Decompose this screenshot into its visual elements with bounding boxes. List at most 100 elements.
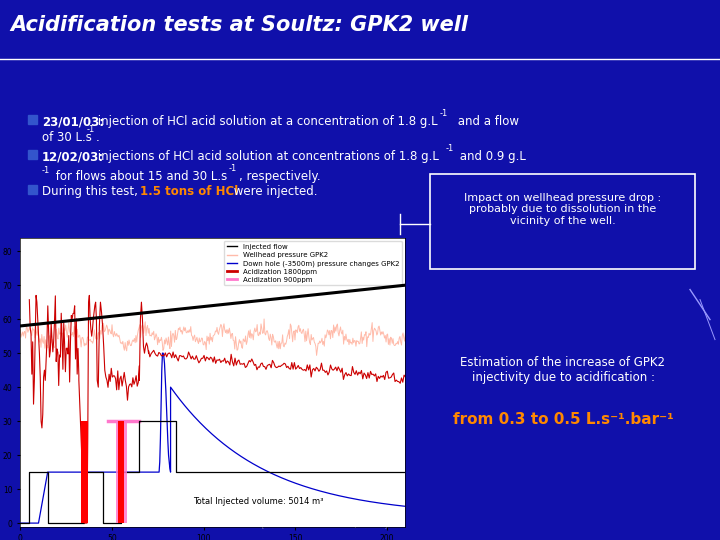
Text: 23/01/03:: 23/01/03: (42, 115, 104, 128)
Text: of 30 L.s: of 30 L.s (42, 131, 92, 144)
Injected flow (99, 469, 107, 475)
Text: and a flow: and a flow (454, 115, 519, 128)
Text: 1.5 tons of HCl: 1.5 tons of HCl (140, 185, 238, 198)
Acidization 900ppm (131, 418, 140, 424)
Acidization 900ppm (127, 418, 135, 424)
Bar (81, 421, 88, 523)
Bar (28, 185, 37, 194)
Down hole (-3500m) pressure changes GPK2 (388, 502, 397, 508)
Injected flow (117, 469, 125, 475)
Wellhead pressure GPK2 (333, 321, 342, 327)
Text: -1: -1 (87, 125, 95, 134)
Text: -1: -1 (42, 166, 50, 176)
Down hole (-3500m) pressure changes GPK2 (354, 496, 362, 503)
Bar (118, 421, 124, 523)
Text: .: . (96, 131, 100, 144)
Down hole (-3500m) pressure changes GPK2 (158, 350, 167, 356)
Acidization 900ppm (107, 418, 116, 424)
Injected flow (99, 520, 107, 526)
Down hole (-3500m) pressure changes GPK2 (24, 520, 33, 526)
Acidization 1800ppm (48, 336, 56, 343)
Line: Injected flow: Injected flow (20, 421, 405, 523)
Injected flow (135, 469, 144, 475)
Acidization 900ppm (109, 418, 118, 424)
Wellhead pressure GPK2 (224, 330, 233, 336)
Line: Acidization 1800ppm: Acidization 1800ppm (30, 295, 405, 523)
Line: Down hole (-3500m) pressure changes GPK2: Down hole (-3500m) pressure changes GPK2 (20, 353, 405, 523)
Acidization 900ppm (120, 418, 129, 424)
Wellhead pressure GPK2 (245, 334, 253, 341)
Injected flow (16, 520, 24, 526)
Acidization 900ppm (130, 418, 138, 424)
Down hole (-3500m) pressure changes GPK2 (40, 486, 49, 492)
Acidization 900ppm (125, 418, 134, 424)
Acidization 900ppm (110, 418, 119, 424)
Acidization 900ppm (108, 418, 117, 424)
Legend: Injected flow, Wellhead pressure GPK2, Down hole (-3500m) pressure changes GPK2,: Injected flow, Wellhead pressure GPK2, D… (224, 241, 402, 286)
Acidization 900ppm (119, 418, 127, 424)
Text: , respectively.: , respectively. (239, 170, 320, 183)
Down hole (-3500m) pressure changes GPK2 (53, 469, 62, 475)
Wellhead pressure GPK2 (201, 340, 210, 346)
Injected flow (135, 418, 144, 424)
Text: 12/02/03:: 12/02/03: (42, 150, 104, 163)
Acidization 900ppm (104, 418, 112, 424)
Bar (28, 115, 37, 124)
Line: Wellhead pressure GPK2: Wellhead pressure GPK2 (20, 319, 405, 355)
Acidization 900ppm (117, 418, 125, 424)
Acidization 900ppm (116, 418, 125, 424)
Text: for flows about 15 and 30 L.s: for flows about 15 and 30 L.s (52, 170, 228, 183)
Acidization 900ppm (106, 418, 114, 424)
Acidization 900ppm (134, 418, 143, 424)
Text: injections of HCl acid solution at concentrations of 1.8 g.L: injections of HCl acid solution at conce… (94, 150, 439, 163)
Acidization 900ppm (129, 418, 138, 424)
Text: (From Gérard et al., 2005): (From Gérard et al., 2005) (261, 520, 390, 530)
Acidization 900ppm (127, 418, 136, 424)
Acidization 900ppm (135, 418, 144, 424)
Acidization 1800ppm (80, 520, 89, 526)
Acidization 1800ppm (33, 316, 42, 322)
Text: -1: -1 (440, 109, 449, 118)
Text: Total Injected volume: 5014 m³: Total Injected volume: 5014 m³ (194, 497, 324, 506)
Acidization 1800ppm (245, 357, 253, 364)
Injected flow (172, 418, 181, 424)
Wellhead pressure GPK2 (260, 316, 269, 322)
Down hole (-3500m) pressure changes GPK2 (257, 465, 266, 471)
Acidization 900ppm (125, 418, 133, 424)
Text: injection of HCl acid solution at a concentration of 1.8 g.L: injection of HCl acid solution at a conc… (94, 115, 438, 128)
Acidization 900ppm (105, 418, 114, 424)
FancyBboxPatch shape (430, 174, 695, 269)
Acidization 1800ppm (388, 372, 397, 378)
Injected flow (80, 520, 89, 526)
Acidization 1800ppm (32, 292, 40, 299)
Acidization 900ppm (114, 418, 122, 424)
Text: Impact on wellhead pressure drop :
probably due to dissolution in the
vicinity o: Impact on wellhead pressure drop : proba… (464, 193, 662, 226)
Wellhead pressure GPK2 (401, 330, 410, 337)
Wellhead pressure GPK2 (312, 352, 321, 359)
Text: Estimation of the increase of GPK2
injectivity due to acidification :: Estimation of the increase of GPK2 injec… (461, 356, 665, 384)
Bar (28, 150, 37, 159)
Wellhead pressure GPK2 (16, 326, 24, 333)
Text: During this test,: During this test, (42, 185, 142, 198)
Acidization 900ppm (112, 418, 120, 424)
Injected flow (25, 520, 34, 526)
Acidization 1800ppm (25, 296, 34, 303)
Acidization 1800ppm (351, 371, 359, 377)
Acidization 1800ppm (57, 310, 66, 316)
Injected flow (401, 469, 410, 475)
Wellhead pressure GPK2 (393, 339, 402, 345)
Text: were injected.: were injected. (230, 185, 318, 198)
Injected flow (43, 520, 52, 526)
Injected flow (43, 469, 52, 475)
Acidization 900ppm (121, 418, 130, 424)
Acidization 1800ppm (401, 374, 410, 380)
Injected flow (80, 469, 89, 475)
Text: from 0.3 to 0.5 L.s⁻¹.bar⁻¹: from 0.3 to 0.5 L.s⁻¹.bar⁻¹ (453, 412, 673, 427)
Text: and 0.9 g.L: and 0.9 g.L (456, 150, 526, 163)
Acidization 900ppm (112, 418, 121, 424)
Text: -1: -1 (229, 164, 238, 173)
Down hole (-3500m) pressure changes GPK2 (16, 520, 24, 526)
Down hole (-3500m) pressure changes GPK2 (401, 503, 410, 510)
Acidization 900ppm (118, 418, 127, 424)
Acidization 900ppm (114, 418, 123, 424)
